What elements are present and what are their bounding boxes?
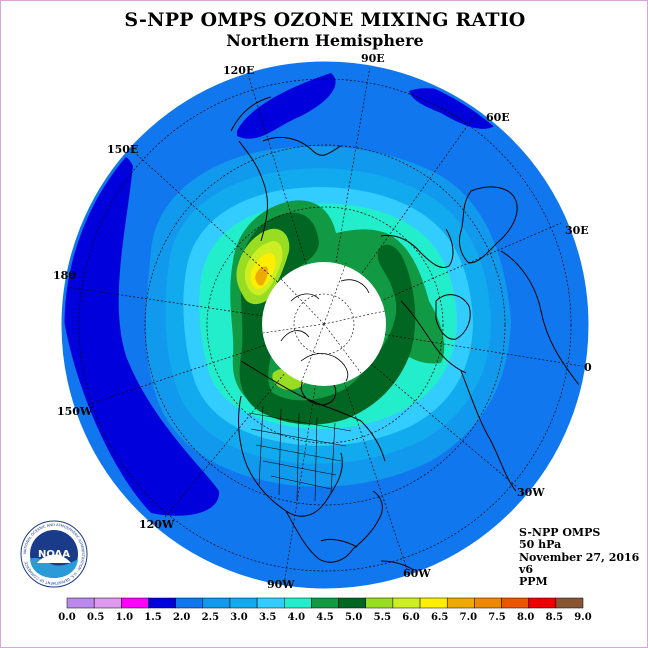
colorbar-tick-label: 7.5: [488, 612, 505, 623]
colorbar-tick-label: 1.5: [144, 612, 161, 623]
info-date: November 27, 2016: [519, 550, 640, 564]
colorbar-swatch: [148, 597, 176, 609]
info-version: v6: [519, 562, 534, 576]
colorbar-swatch: [365, 597, 394, 609]
colorbar-tick-label: 3.0: [230, 612, 247, 623]
class-1-5-north-lobe: [237, 73, 336, 139]
info-units: PPM: [519, 575, 548, 589]
info-panel: S-NPP OMPS 50 hPa November 27, 2016 v6 P…: [519, 526, 640, 589]
colorbar-swatch: [284, 597, 312, 609]
colorbar-tick-label: 5.0: [345, 612, 362, 623]
figure-title: S-NPP OMPS OZONE MIXING RATIO: [124, 9, 526, 31]
colorbar-swatch: [419, 597, 448, 609]
colorbar-swatch: [338, 597, 366, 609]
svg-text:NOAA: NOAA: [38, 549, 70, 560]
lon-label-120w: 120W: [139, 518, 175, 531]
colorbar-tick-label: 4.5: [316, 612, 333, 623]
lon-label-90e: 90E: [361, 52, 385, 65]
colorbar-tick-label: 4.0: [288, 612, 305, 623]
colorbar-swatch: [121, 597, 149, 609]
class-7-0: [255, 266, 268, 286]
colorbar-tick-label: 2.5: [202, 612, 219, 623]
colorbar-swatch: [392, 597, 421, 609]
colorbar-swatch: [311, 597, 339, 609]
colorbar-swatch: [555, 597, 584, 609]
colorbar-swatch: [256, 597, 285, 609]
lon-label-30e: 30E: [565, 224, 589, 237]
lon-label-60e: 60E: [486, 111, 510, 124]
colorbar-tick-label: 6.5: [431, 612, 448, 623]
info-instrument: S-NPP OMPS: [519, 526, 601, 539]
class-1-5-east-lobe: [409, 88, 501, 129]
colorbar-swatch: [66, 597, 95, 609]
longitude-labels: 90E 60E 30E 0 30W 60W 90W 120W 150W 180 …: [53, 52, 592, 591]
colorbar-tick-label: 9.0: [574, 612, 591, 623]
lon-label-0: 0: [584, 361, 592, 374]
colorbar-tick-label: 5.5: [374, 612, 391, 623]
lon-label-120e: 120E: [223, 64, 254, 77]
colorbar-swatch: [446, 597, 475, 609]
colorbar-tick-label: 2.0: [173, 612, 190, 623]
info-level: 50 hPa: [519, 538, 562, 552]
colorbar-swatch: [528, 597, 557, 609]
colorbar-tick-label: 0.5: [87, 612, 104, 623]
figure-subtitle: Northern Hemisphere: [226, 31, 424, 50]
colorbar-tick-label: 7.0: [460, 612, 477, 623]
colorbar-tick-label: 8.0: [517, 612, 534, 623]
lon-label-30w: 30W: [517, 486, 545, 499]
ozone-field: [63, 63, 587, 587]
map-boundary: [61, 61, 589, 589]
colorbar-tick-label: 3.5: [259, 612, 276, 623]
colorbar-swatch: [229, 597, 258, 609]
colorbar-swatch: [501, 597, 529, 609]
lon-label-150e: 150E: [107, 143, 138, 156]
colorbar-tick-label: 6.0: [402, 612, 419, 623]
colorbar-swatch: [93, 597, 122, 609]
lon-label-150w: 150W: [57, 405, 93, 418]
inner-graticule: [262, 262, 386, 384]
colorbar-tick-label: 1.0: [116, 612, 133, 623]
colorbar-tick-label: 0.0: [58, 612, 75, 623]
colorbar-swatch: [202, 597, 231, 609]
lon-label-90w: 90W: [267, 578, 295, 591]
colorbar-swatch: [175, 597, 204, 609]
arctic-coastline: [280, 279, 370, 382]
noaa-logo: NOAA NATIONAL OCEANIC AND ATMOSPHERIC AD…: [20, 520, 88, 588]
colorbar-tick-label: 8.5: [546, 612, 563, 623]
coastlines: [230, 96, 587, 577]
lon-label-180: 180: [53, 269, 76, 282]
colorbar-swatch: [474, 597, 502, 609]
lon-label-60w: 60W: [403, 567, 431, 580]
